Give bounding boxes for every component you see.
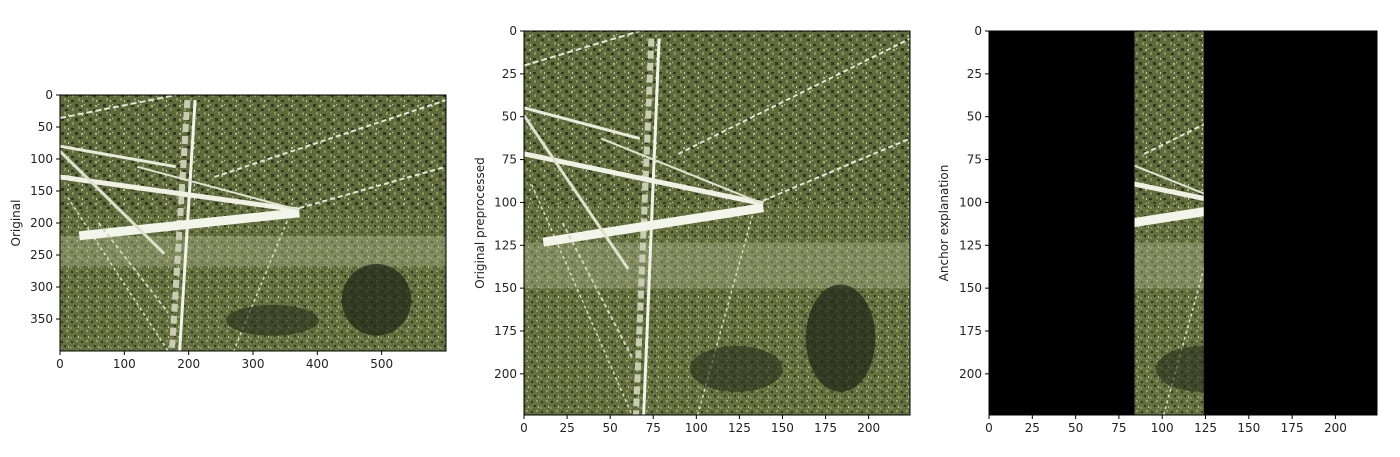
y-tick-label: 50: [38, 120, 53, 134]
y-tick-label: 100: [959, 195, 982, 209]
x-tick-label: 150: [1237, 421, 1260, 435]
y-tick-label: 0: [509, 24, 517, 38]
x-tick-label: 50: [1068, 421, 1083, 435]
mask-left: [989, 31, 1135, 415]
axes-frame: [523, 30, 911, 416]
image-content: [60, 95, 446, 351]
power-line: [291, 165, 446, 212]
x-tick-label: 200: [1324, 421, 1347, 435]
tower-crossarm: [542, 203, 765, 247]
shadow: [341, 263, 412, 336]
tower-brace: [60, 150, 166, 255]
x-tick-label: 500: [370, 357, 393, 371]
power-line: [524, 31, 641, 67]
y-tick-label: 0: [974, 24, 982, 38]
y-tick-label: 250: [30, 248, 53, 262]
x-tick-label: 0: [56, 357, 64, 371]
y-tick-label: 200: [959, 367, 982, 381]
x-tick-label: 150: [771, 421, 794, 435]
shadow: [225, 304, 319, 336]
power-line: [677, 37, 910, 155]
tower-brace: [561, 222, 633, 358]
tower-crossarm: [60, 144, 177, 169]
shadow: [805, 284, 876, 392]
y-tick-label: 175: [959, 324, 982, 338]
x-tick-label: 0: [520, 421, 528, 435]
x-tick-label: 125: [1194, 421, 1217, 435]
y-tick-label: 25: [502, 67, 517, 81]
x-tick-label: 25: [559, 421, 574, 435]
power-line: [755, 137, 910, 205]
haze-band: [524, 242, 910, 289]
power-line: [60, 95, 176, 120]
y-tick-label: 50: [967, 110, 982, 124]
y-tick-label: 75: [502, 153, 517, 167]
x-tick-label: 125: [728, 421, 751, 435]
y-tick-label: 200: [494, 367, 517, 381]
x-tick-label: 200: [857, 421, 880, 435]
y-tick-label: 125: [494, 238, 517, 252]
tower-mast: [632, 38, 655, 415]
y-tick-label: 175: [494, 324, 517, 338]
tower-crossarm: [524, 106, 641, 140]
tower-crossarm: [78, 208, 300, 241]
shadow: [689, 345, 783, 392]
tower-crossarm: [60, 174, 300, 213]
panel-1: 0 100 200 300 400 500 0 50 100 150 200 250 300 350 Ori…: [9, 88, 447, 371]
y-tick-label: 150: [959, 281, 982, 295]
x-tick-label: 25: [1025, 421, 1040, 435]
tower-brace: [136, 165, 300, 212]
x-tick-label: 175: [1281, 421, 1304, 435]
y-tick-label: 75: [967, 153, 982, 167]
x-tick-label: 75: [646, 421, 661, 435]
mask-right: [1203, 31, 1377, 415]
x-tick-label: 175: [814, 421, 837, 435]
y-tick-label: 100: [494, 195, 517, 209]
y-tick-label: 0: [45, 88, 53, 102]
y-tick-label: 25: [967, 67, 982, 81]
y-tick-label: 50: [502, 110, 517, 124]
y-axis-label: Anchor explanation: [937, 165, 951, 282]
y-tick-label: 150: [30, 184, 53, 198]
power-line: [67, 196, 169, 351]
x-tick-label: 100: [1151, 421, 1174, 435]
axes-frame: [988, 30, 1378, 416]
x-tick-label: 200: [177, 357, 200, 371]
y-tick-label: 150: [494, 281, 517, 295]
x-tick-label: 300: [242, 357, 265, 371]
tower-brace: [524, 114, 630, 270]
y-tick-label: 100: [30, 152, 53, 166]
tower-crossarm: [524, 151, 764, 207]
x-tick-label: 100: [113, 357, 136, 371]
panel-2: 0 25 50 75 100 125 150 175 200 0 25 50 75 100 125 150 17…: [473, 24, 911, 435]
x-tick-label: 0: [985, 421, 993, 435]
x-tick-label: 100: [685, 421, 708, 435]
haze-band: [60, 235, 446, 267]
panel-3: 0 25 50 75 100 125 150 175 200 0 25 50 75 100 125 150 17…: [937, 24, 1378, 435]
image-content: [524, 31, 910, 415]
y-tick-label: 125: [959, 238, 982, 252]
tower-brace: [97, 222, 169, 314]
x-tick-label: 75: [1111, 421, 1126, 435]
tower-brace: [600, 137, 764, 205]
y-axis-label: Original preprocessed: [473, 157, 487, 289]
y-tick-label: 300: [30, 280, 53, 294]
y-tick-label: 350: [30, 312, 53, 326]
x-tick-label: 400: [306, 357, 329, 371]
x-tick-label: 50: [603, 421, 618, 435]
y-tick-label: 200: [30, 216, 53, 230]
power-line: [214, 99, 446, 178]
y-axis-label: Original: [9, 200, 23, 247]
